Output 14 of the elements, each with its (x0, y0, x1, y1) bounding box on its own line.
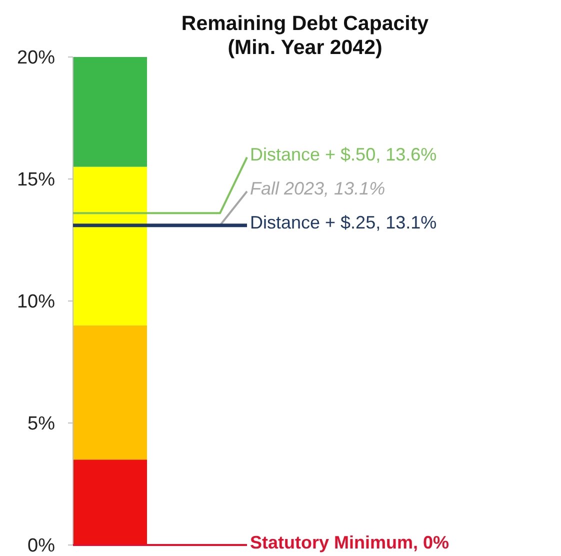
ref-line-label: Statutory Minimum, 0% (250, 532, 450, 552)
bar (73, 57, 147, 167)
text: Remaining Debt Capacity (Min. Year 2042) (181, 12, 430, 59)
ref-line-label: Distance + $.50, 13.6% (250, 144, 437, 165)
bar (73, 325, 147, 460)
bar (73, 166, 147, 326)
y-tick-label: 15% (16, 170, 56, 191)
ref-line-label: Distance + $.25, 13.1% (250, 212, 437, 233)
bar (73, 460, 147, 545)
y-tick-label: 5% (28, 414, 56, 435)
y-tick-label: 0% (28, 536, 56, 556)
y-tick-label: 20% (16, 48, 56, 69)
y-tick-label: 10% (16, 292, 56, 313)
ref-line-label: Fall 2023, 13.1% (250, 178, 386, 199)
